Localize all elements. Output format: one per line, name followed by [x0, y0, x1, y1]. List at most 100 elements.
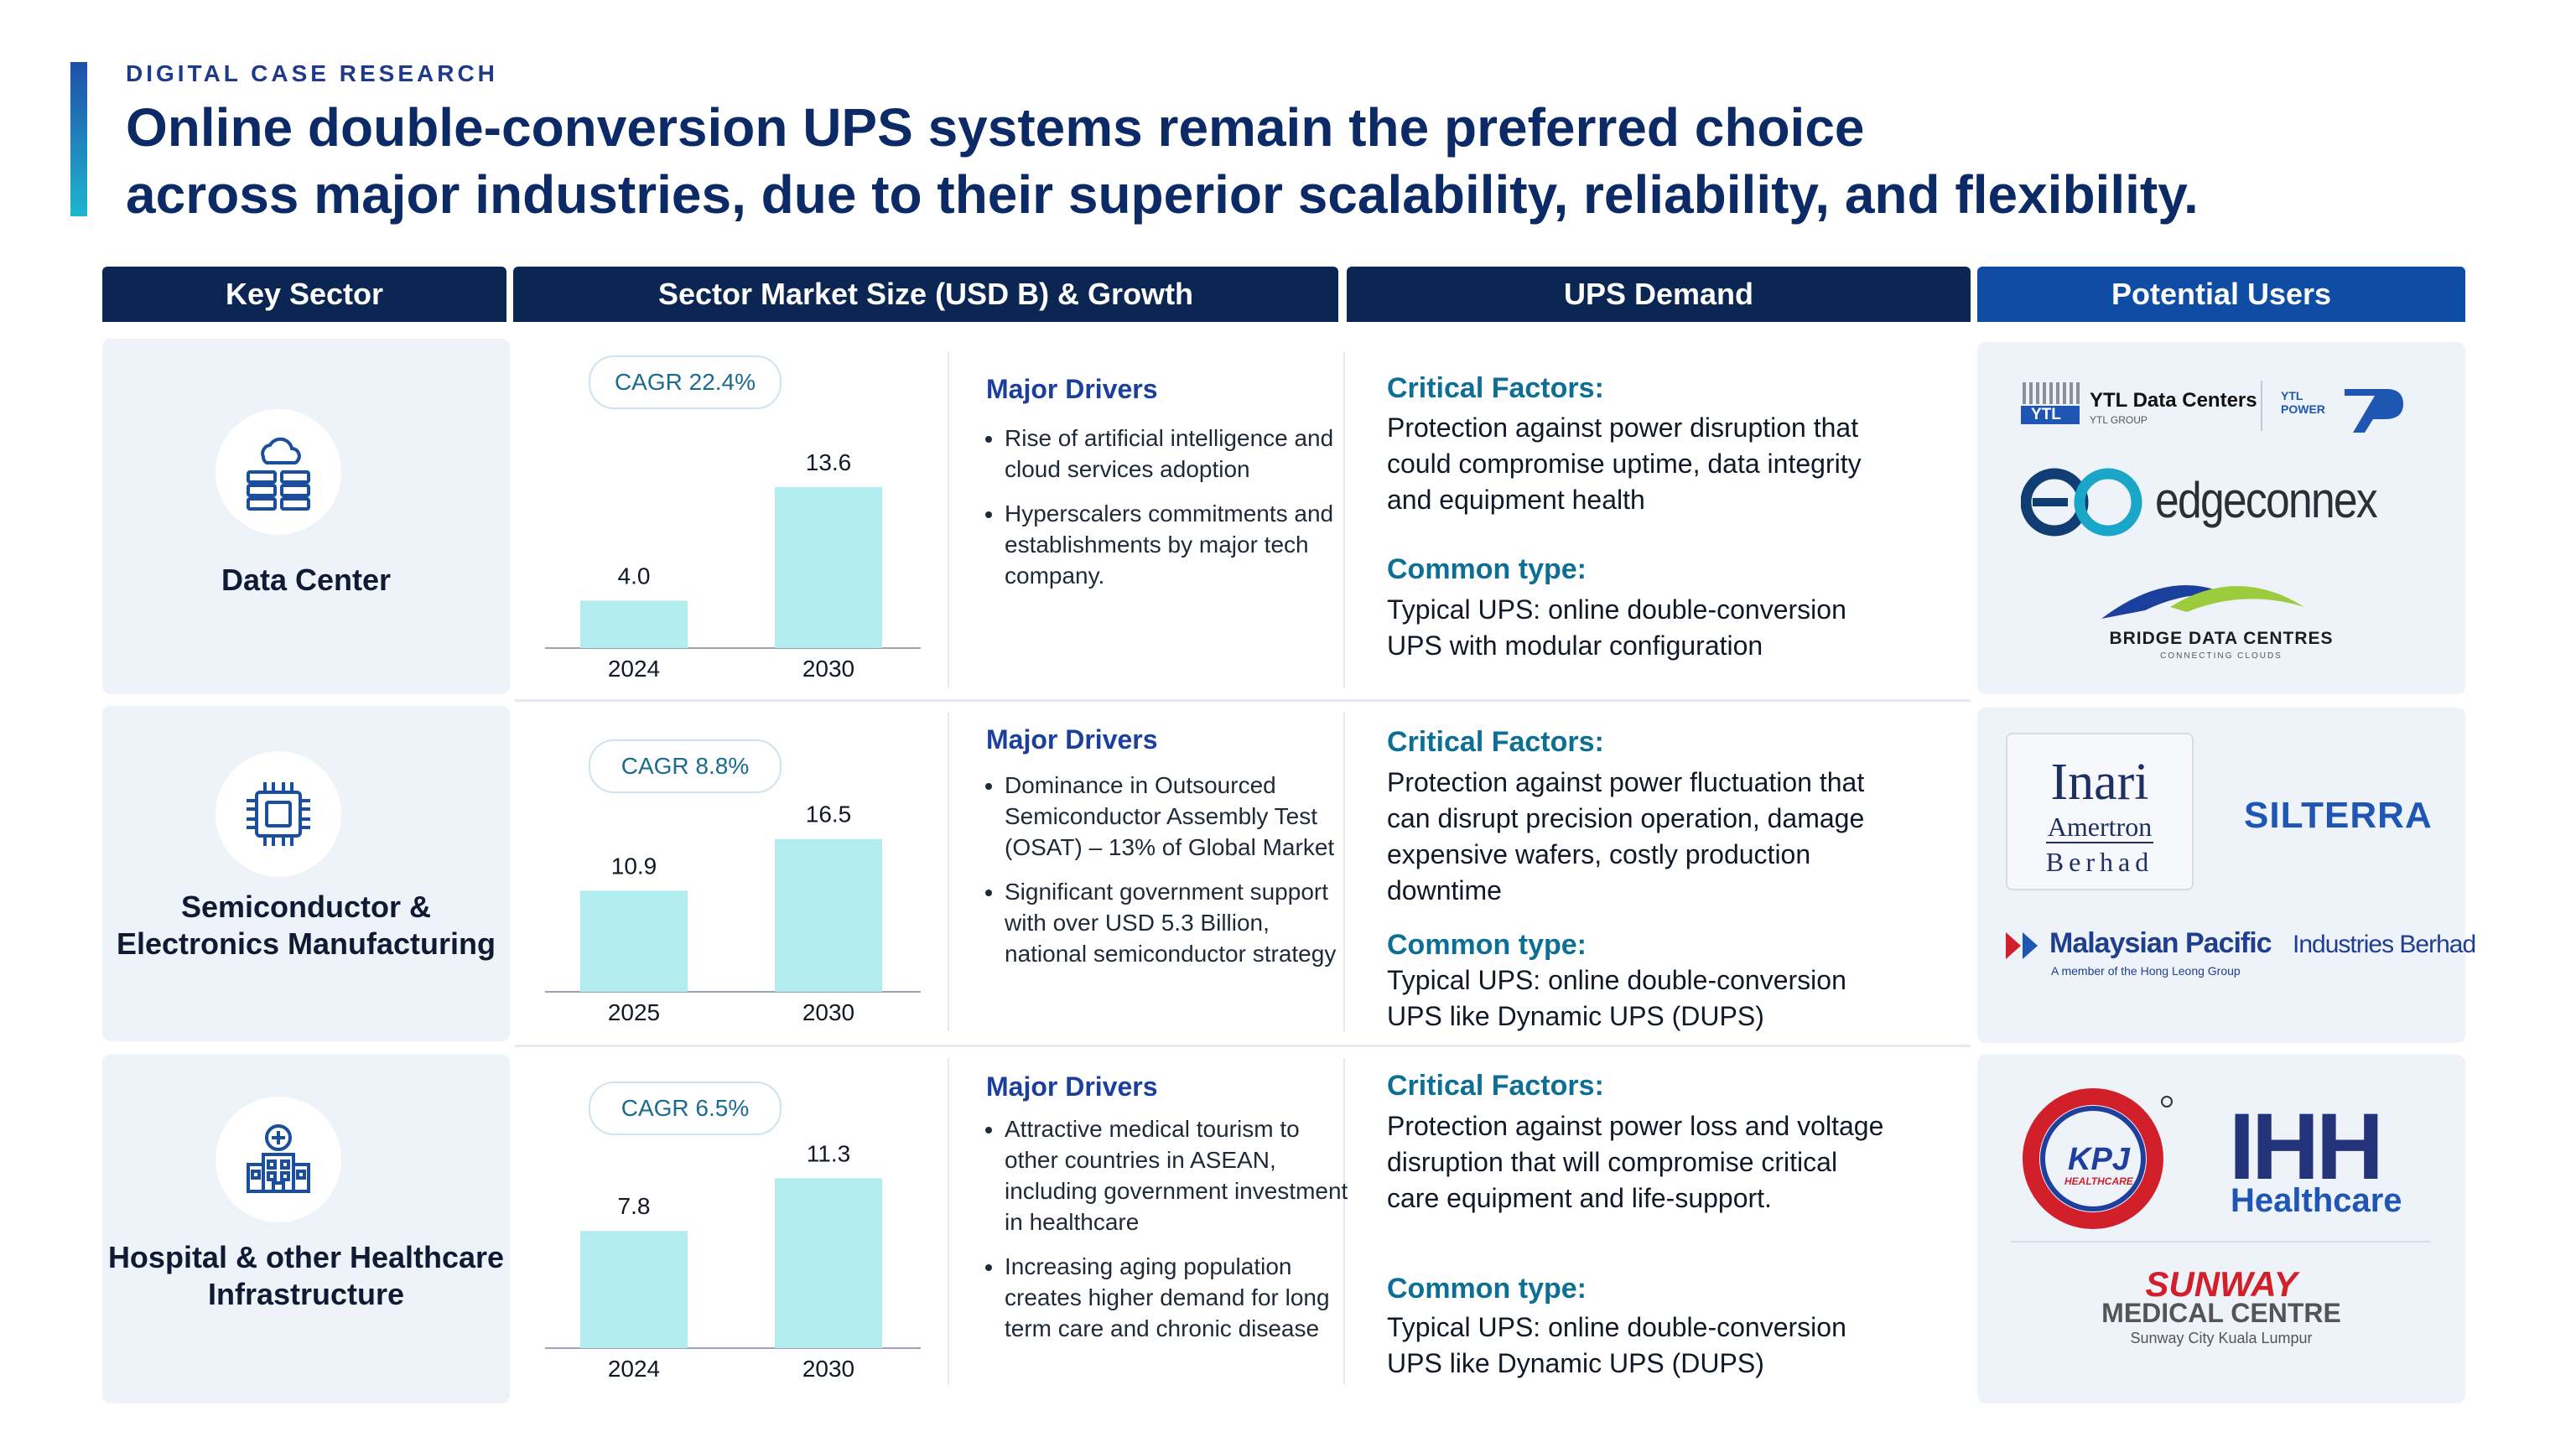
title-accent-bar — [70, 62, 87, 216]
sector-card-data-center: Data Center — [102, 339, 510, 694]
chart-value-label: 16.5 — [806, 802, 852, 827]
critical-factors-title: Critical Factors: — [1387, 1070, 1604, 1102]
chart-category-label: 2030 — [802, 656, 854, 682]
chart-category-label: 2030 — [802, 1356, 854, 1382]
column-divider — [1343, 713, 1345, 1031]
cagr-badge: CAGR 22.4% — [589, 355, 782, 409]
edgeconnex-logo — [2021, 468, 2142, 537]
title-line-2: across major industries, due to their su… — [126, 164, 2199, 225]
chart-value-label: 11.3 — [807, 1140, 850, 1166]
bridge-data-centres-label: BRIDGE DATA CENTRES — [2109, 629, 2334, 648]
column-divider — [948, 352, 949, 687]
eyebrow-label: DIGITAL CASE RESEARCH — [126, 60, 498, 86]
ihh-healthcare-label: Healthcare — [2231, 1182, 2402, 1219]
chart-category-label: 2024 — [608, 656, 660, 682]
edgeconnex-label: edgeconnex — [2155, 472, 2378, 528]
driver-item: Dominance in Outsourced Semiconductor As… — [1005, 770, 1340, 863]
common-type-text: Typical UPS: online double-conversion UP… — [1387, 1312, 1846, 1378]
ytl-power-logo — [2345, 389, 2403, 433]
driver-item: Rise of artificial intelligence and clou… — [1005, 423, 1357, 485]
row-divider — [515, 699, 1971, 702]
silterra-logo: SILTERRA — [2244, 795, 2433, 836]
cagr-badge: CAGR 6.5% — [589, 1082, 782, 1135]
chart-value-label: 10.9 — [611, 853, 657, 879]
chart-bar-2024 — [580, 1231, 688, 1348]
chart-value-label: 13.6 — [806, 449, 852, 475]
ytl-data-centers-label: YTL Data Centers — [2090, 389, 2257, 412]
common-type-text: Typical UPS: online double-conversion UP… — [1387, 965, 1846, 1031]
chart-value-label: 4.0 — [618, 563, 651, 589]
header-market-size: Sector Market Size (USD B) & Growth — [513, 267, 1338, 322]
chart-category-label: 2024 — [608, 1356, 660, 1382]
ihh-logo: IHH — [2229, 1094, 2384, 1199]
users-card-semiconductor: Inari Amertron Berhad SILTERRA Malaysian… — [1977, 708, 2476, 1043]
drivers-title: Major Drivers — [986, 724, 1158, 755]
sector-name: Data Center — [221, 563, 392, 597]
page-title: Online double-conversion UPS systems rem… — [126, 94, 2390, 228]
drivers-list: Rise of artificial intelligence and clou… — [976, 423, 1357, 604]
mpi-name-bold: Malaysian Pacific — [2049, 927, 2272, 959]
title-line-1: Online double-conversion UPS systems rem… — [126, 97, 1865, 158]
sector-name: Hospital & other Healthcare Infrastructu… — [107, 1240, 505, 1311]
header-potential-users: Potential Users — [1977, 267, 2465, 322]
bridge-data-centres-logo — [2101, 584, 2304, 619]
column-divider — [1343, 352, 1345, 687]
column-divider — [1343, 1058, 1345, 1385]
ytl-group-label: YTL GROUP — [2090, 414, 2148, 426]
header-key-sector: Key Sector — [102, 267, 506, 322]
kpj-logo — [2023, 1088, 2173, 1229]
drivers-list: Dominance in Outsourced Semiconductor As… — [976, 770, 1340, 983]
market-size-chart: 4.0 2024 13.6 2030 — [545, 449, 921, 682]
sunway-logo: SUNWAY — [2145, 1264, 2298, 1304]
chart-category-label: 2030 — [802, 999, 854, 1025]
row-divider — [515, 1045, 1971, 1047]
chip-icon — [216, 751, 341, 877]
critical-factors-text: Protection against power loss and voltag… — [1387, 1111, 1884, 1213]
sector-card-healthcare: Hospital & other Healthcare Infrastructu… — [102, 1055, 510, 1403]
sunway-location-label: Sunway City Kuala Lumpur — [2130, 1330, 2313, 1346]
mpi-tagline: A member of the Hong Leong Group — [2051, 964, 2241, 978]
chart-bar-2030 — [775, 838, 882, 992]
kpj-sub-label: HEALTHCARE — [2064, 1175, 2133, 1187]
drivers-list: Attractive medical tourism to other coun… — [976, 1113, 1357, 1357]
sector-card-semiconductor: Semiconductor & Electronics Manufacturin… — [102, 706, 510, 1041]
critical-factors-title: Critical Factors: — [1387, 372, 1604, 404]
chart-category-label: 2025 — [608, 999, 660, 1025]
common-type-title: Common type: — [1387, 929, 1587, 961]
users-card-healthcare: KPJ HEALTHCARE IHH Healthcare SUNWAY MED… — [1977, 1055, 2465, 1403]
common-type-title: Common type: — [1387, 1273, 1587, 1305]
sector-name: Semiconductor & Electronics Manufacturin… — [116, 890, 496, 961]
users-card-data-center: YTL YTL Data Centers YTL GROUP YTL POWER… — [1977, 342, 2465, 694]
market-size-chart: 7.8 2024 11.3 2030 — [545, 1140, 921, 1382]
column-divider — [948, 713, 949, 1031]
market-size-chart: 10.9 2025 16.5 2030 — [545, 802, 921, 1025]
drivers-title: Major Drivers — [986, 1071, 1158, 1102]
driver-item: Increasing aging population creates high… — [1005, 1251, 1357, 1344]
bridge-tagline: CONNECTING CLOUDS — [2160, 651, 2283, 661]
critical-factors-text: Protection against power disruption that… — [1387, 412, 1862, 515]
mpi-logo-mark — [2006, 932, 2038, 959]
critical-factors-text: Protection against power fluctuation tha… — [1387, 767, 1865, 905]
driver-item: Hyperscalers commitments and establishme… — [1005, 498, 1357, 591]
critical-factors-title: Critical Factors: — [1387, 726, 1604, 758]
kpj-label: KPJ — [2068, 1142, 2130, 1177]
inari-logo: Inari Amertron Berhad — [2006, 733, 2194, 890]
chart-bar-2025 — [580, 890, 688, 992]
header-ups-demand: UPS Demand — [1347, 267, 1971, 322]
mpi-name-rest: Industries Berhad — [2293, 931, 2476, 958]
driver-item: Attractive medical tourism to other coun… — [1005, 1113, 1357, 1237]
ytl-power-label: YTL POWER — [2281, 389, 2325, 416]
cagr-badge: CAGR 8.8% — [589, 739, 782, 793]
sunway-medical-label: MEDICAL CENTRE — [2101, 1298, 2341, 1328]
chart-value-label: 7.8 — [618, 1193, 651, 1219]
ytl-logo: YTL — [2021, 381, 2080, 426]
common-type-text: Typical UPS: online double-conversion UP… — [1387, 594, 1846, 661]
chart-bar-2030 — [775, 1178, 882, 1348]
drivers-title: Major Drivers — [986, 374, 1158, 404]
common-type-title: Common type: — [1387, 553, 1587, 585]
driver-item: Significant government support with over… — [1005, 876, 1340, 969]
hospital-icon — [216, 1097, 341, 1222]
chart-bar-2030 — [775, 486, 882, 648]
cloud-server-icon — [216, 409, 341, 535]
chart-bar-2024 — [580, 600, 688, 648]
